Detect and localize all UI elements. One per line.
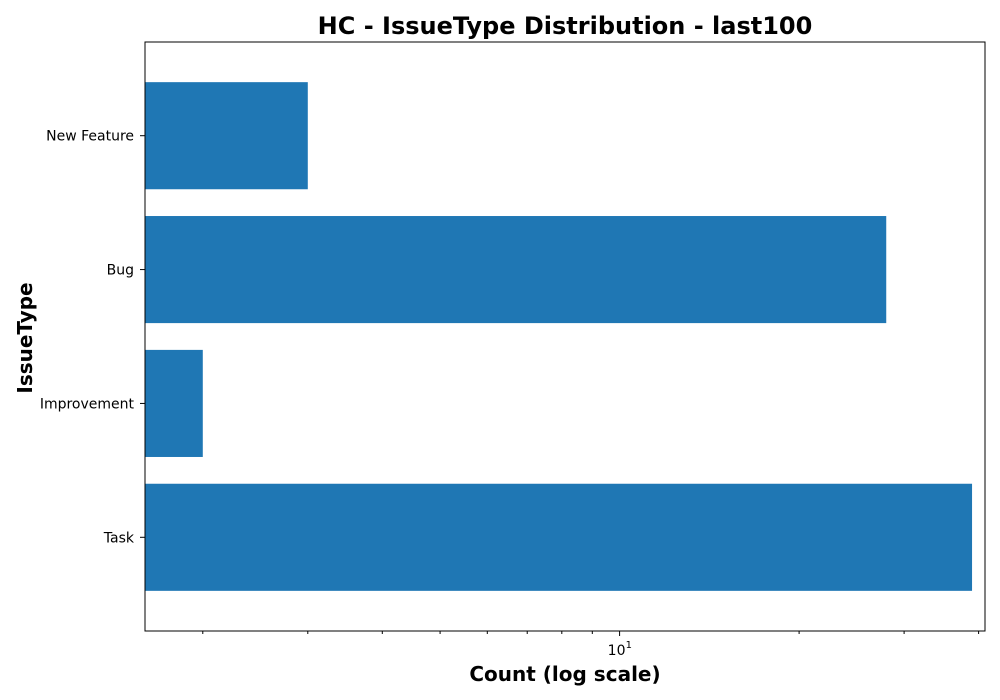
- y-axis-ticks: Task Improvement Bug New Feature: [40, 129, 145, 546]
- y-tick-label-new-feature: New Feature: [46, 129, 134, 145]
- y-tick-label-improvement: Improvement: [40, 396, 135, 412]
- x-tick-label-base: 10: [608, 643, 626, 659]
- y-tick-label-task: Task: [103, 530, 135, 546]
- x-tick-label-exponent: 1: [626, 640, 632, 651]
- x-axis-ticks: 10 1: [202, 631, 980, 659]
- bar-new-feature: [145, 82, 308, 190]
- chart-title: HC - IssueType Distribution - last100: [318, 12, 813, 40]
- bar-task: [145, 483, 973, 591]
- bar-improvement: [145, 349, 203, 457]
- bars-group: [145, 82, 973, 591]
- x-axis-label: Count (log scale): [469, 662, 660, 686]
- plot-frame: [144, 41, 986, 632]
- bar-bug: [145, 216, 887, 324]
- y-axis-label: IssueType: [13, 282, 37, 393]
- y-tick-label-bug: Bug: [107, 263, 134, 279]
